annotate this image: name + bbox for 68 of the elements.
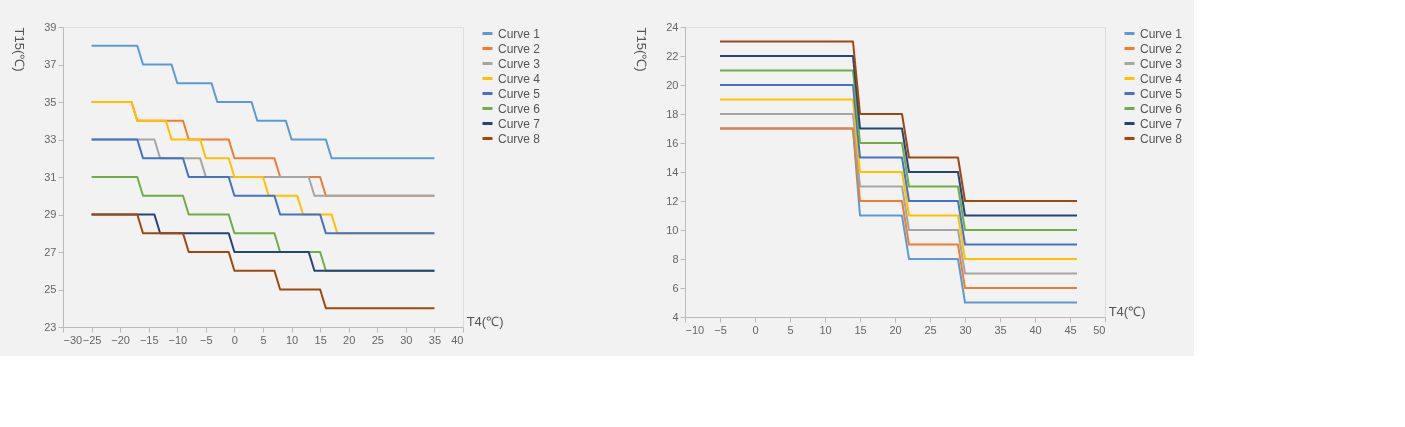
- x-tick-label: −15: [139, 333, 159, 346]
- legend-label: Curve 8: [498, 131, 541, 146]
- x-tick-label: 25: [371, 333, 384, 346]
- y-tick-label: 24: [666, 20, 679, 33]
- legend-label: Curve 3: [1140, 56, 1183, 71]
- x-tick-label: 20: [343, 333, 356, 346]
- x-tick-label: 45: [1064, 323, 1077, 336]
- y-tick-label: 31: [44, 170, 57, 183]
- y-tick-label: 22: [666, 49, 679, 62]
- y-tick-label: 29: [44, 208, 57, 220]
- y-axis-title: T15(℃): [633, 27, 649, 72]
- x-tick-label: −5: [200, 333, 213, 346]
- legend-label: Curve 2: [498, 41, 541, 56]
- y-tick-label: 20: [666, 78, 679, 91]
- legend-label: Curve 4: [498, 71, 541, 86]
- x-tick-label: −30: [63, 333, 83, 346]
- x-tick-label: 10: [819, 323, 832, 336]
- x-tick-label: 0: [231, 333, 238, 346]
- x-tick-label: 30: [400, 333, 413, 346]
- y-tick-label: 35: [44, 95, 57, 108]
- x-tick-label: −20: [111, 333, 130, 346]
- legend-label: Curve 4: [1140, 71, 1183, 86]
- x-tick-label: 40: [1029, 323, 1042, 336]
- legend-label: Curve 1: [498, 26, 541, 41]
- y-tick-label: 4: [672, 310, 679, 323]
- x-tick-label: −5: [714, 323, 727, 336]
- y-tick-label: 10: [666, 223, 679, 236]
- legend-label: Curve 8: [1140, 131, 1183, 146]
- x-tick-label: −25: [82, 333, 102, 346]
- y-tick-label: 39: [44, 20, 57, 33]
- x-tick-label: 5: [787, 323, 794, 336]
- legend-label: Curve 1: [1140, 26, 1183, 41]
- x-tick-label: 15: [314, 333, 327, 346]
- legend-label: Curve 7: [498, 116, 541, 131]
- x-tick-label: 20: [889, 323, 902, 336]
- x-tick-label: 50: [1093, 323, 1106, 336]
- y-tick-label: 6: [672, 281, 679, 294]
- x-tick-label: 5: [260, 333, 267, 346]
- x-tick-label: 35: [994, 323, 1007, 336]
- y-axis-title: T15(℃): [11, 27, 27, 72]
- y-tick-label: 25: [44, 283, 57, 295]
- legend-label: Curve 5: [1140, 86, 1183, 101]
- legend-label: Curve 6: [1140, 101, 1183, 116]
- x-tick-label: −10: [168, 333, 188, 346]
- legend-label: Curve 6: [498, 101, 541, 116]
- x-tick-label: 35: [428, 333, 442, 346]
- y-tick-label: 33: [44, 133, 57, 145]
- x-tick-label: 15: [854, 323, 867, 336]
- x-tick-label: −10: [685, 323, 705, 336]
- legend-label: Curve 7: [1140, 116, 1183, 131]
- x-tick-label: 0: [752, 323, 759, 336]
- x-tick-label: 30: [959, 323, 972, 336]
- y-tick-label: 27: [44, 245, 57, 258]
- legend-label: Curve 2: [1140, 41, 1183, 56]
- y-tick-label: 16: [666, 136, 679, 149]
- x-tick-label: 25: [924, 323, 937, 336]
- x-tick-label: 40: [451, 333, 464, 346]
- y-tick-label: 18: [666, 107, 679, 120]
- legend-label: Curve 3: [498, 56, 541, 71]
- x-axis-title: T4(℃): [1108, 303, 1146, 319]
- legend-label: Curve 5: [498, 86, 541, 101]
- y-tick-label: 8: [672, 252, 679, 265]
- y-tick-label: 23: [44, 320, 57, 333]
- x-tick-label: 10: [285, 333, 299, 346]
- x-axis-title: T4(℃): [466, 313, 504, 329]
- y-tick-label: 12: [666, 194, 679, 207]
- y-tick-label: 14: [666, 165, 679, 178]
- y-tick-label: 37: [44, 58, 57, 70]
